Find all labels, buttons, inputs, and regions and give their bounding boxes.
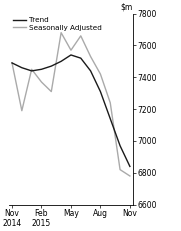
Seasonally Adjusted <box>109 101 111 104</box>
Seasonally Adjusted <box>80 34 82 37</box>
Seasonally Adjusted <box>50 90 52 93</box>
Trend <box>11 61 13 64</box>
Seasonally Adjusted <box>119 168 121 171</box>
Seasonally Adjusted <box>21 109 23 112</box>
Seasonally Adjusted <box>90 55 92 58</box>
Text: $m: $m <box>121 3 133 12</box>
Trend <box>50 65 52 67</box>
Seasonally Adjusted <box>99 73 102 76</box>
Trend <box>21 66 23 69</box>
Line: Trend: Trend <box>12 55 130 167</box>
Trend <box>60 60 62 63</box>
Seasonally Adjusted <box>129 175 131 177</box>
Trend <box>70 54 72 56</box>
Seasonally Adjusted <box>11 61 13 64</box>
Legend: Trend, Seasonally Adjusted: Trend, Seasonally Adjusted <box>13 17 101 31</box>
Trend <box>119 144 121 147</box>
Line: Seasonally Adjusted: Seasonally Adjusted <box>12 33 130 176</box>
Seasonally Adjusted <box>60 31 62 34</box>
Trend <box>31 70 33 72</box>
Trend <box>40 68 43 71</box>
Seasonally Adjusted <box>31 68 33 71</box>
Trend <box>90 70 92 72</box>
Trend <box>80 57 82 60</box>
Seasonally Adjusted <box>70 49 72 52</box>
Trend <box>99 90 102 93</box>
Trend <box>129 165 131 168</box>
Trend <box>109 117 111 120</box>
Seasonally Adjusted <box>40 81 43 83</box>
